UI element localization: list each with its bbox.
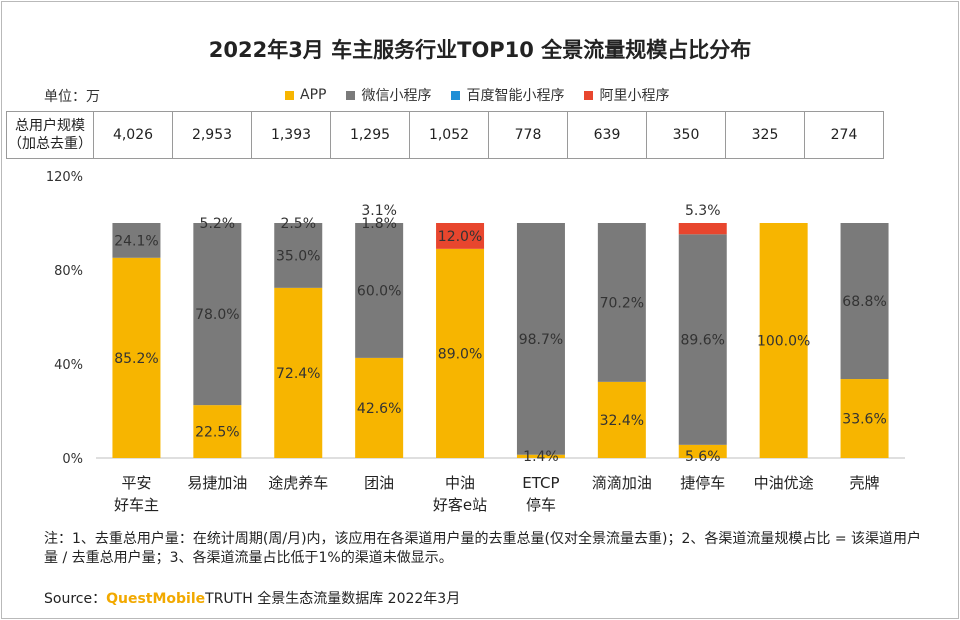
unit-label: 单位：万 xyxy=(44,89,100,105)
bar-segment xyxy=(193,405,242,458)
total-users-cell: 325 xyxy=(725,111,805,159)
y-tick-label: 80% xyxy=(54,264,83,279)
legend-label-baidu: 百度智能小程序 xyxy=(466,88,565,104)
data-label: 22.5% xyxy=(195,425,239,441)
legend-item-wechat: 微信小程序 xyxy=(346,85,431,105)
data-label: 5.3% xyxy=(685,203,721,219)
x-tick-label: 壳牌 xyxy=(850,474,880,492)
data-label: 3.1% xyxy=(361,203,397,219)
data-label: 68.8% xyxy=(842,294,886,310)
legend-label-wechat: 微信小程序 xyxy=(361,88,432,104)
bar-segment xyxy=(355,357,404,458)
legend-label-app: APP xyxy=(300,87,327,103)
x-tick-label: 中油优途 xyxy=(754,474,814,492)
x-tick-label: 好车主 xyxy=(114,496,159,514)
data-label: 85.2% xyxy=(114,351,158,367)
bar-segment xyxy=(274,223,323,288)
data-label: 60.0% xyxy=(357,283,401,299)
legend-swatch-app xyxy=(285,90,294,100)
total-users-cell: 2,953 xyxy=(172,111,252,159)
data-label: 89.0% xyxy=(438,346,482,362)
total-users-cell: 4,026 xyxy=(93,111,173,159)
bar-segment xyxy=(112,257,161,458)
source-rest: TRUTH 全景生态流量数据库 2022年3月 xyxy=(205,591,461,607)
data-label: 2.5% xyxy=(280,216,316,232)
x-tick-label: 团油 xyxy=(364,474,394,492)
x-tick-label: 途虎养车 xyxy=(268,474,328,492)
legend-item-baidu: 百度智能小程序 xyxy=(451,85,564,105)
legend-swatch-alipay xyxy=(584,90,594,100)
total-users-row: 总用户规模 （加总去重） 4,026 2,953 1,393 1,295 1,0… xyxy=(6,111,884,159)
bar-segment xyxy=(840,223,889,380)
total-users-cell: 778 xyxy=(488,111,568,159)
y-tick-label: 0% xyxy=(62,452,83,467)
legend-label-alipay: 阿里小程序 xyxy=(599,88,670,104)
data-label: 5.6% xyxy=(685,449,721,465)
data-label: 72.4% xyxy=(276,366,320,382)
total-users-header-line1: 总用户规模 xyxy=(15,118,85,134)
data-label: 78.0% xyxy=(195,307,239,323)
bar-segment xyxy=(597,223,646,382)
bar-segment xyxy=(436,223,485,249)
bar-segment xyxy=(678,223,727,235)
y-tick-label: 120% xyxy=(46,170,83,185)
bar-segment xyxy=(274,287,323,458)
bar-segment xyxy=(840,379,889,458)
total-users-cell: 1,295 xyxy=(330,111,410,159)
total-users-cell: 350 xyxy=(646,111,726,159)
chart-title: 2022年3月 车主服务行业TOP10 全景流量规模占比分布 xyxy=(208,38,752,62)
bar-segment xyxy=(355,223,404,358)
total-users-cell: 1,052 xyxy=(409,111,489,159)
bar-segment xyxy=(516,454,565,458)
data-label: 89.6% xyxy=(681,333,725,349)
data-label: 33.6% xyxy=(842,412,886,428)
data-label: 100.0% xyxy=(757,334,810,350)
legend-item-app: APP xyxy=(285,85,326,105)
bar-segment xyxy=(678,234,727,445)
data-label: 35.0% xyxy=(276,248,320,264)
x-tick-label: 好客e站 xyxy=(433,496,487,514)
source-line: Source：QuestMobileTRUTH 全景生态流量数据库 2022年3… xyxy=(44,588,460,608)
legend-item-alipay: 阿里小程序 xyxy=(584,85,669,105)
total-users-table: 总用户规模 （加总去重） 4,026 2,953 1,393 1,295 1,0… xyxy=(6,111,884,159)
y-tick-label: 40% xyxy=(54,358,83,373)
legend-swatch-baidu xyxy=(451,90,461,100)
total-users-cell: 1,393 xyxy=(251,111,331,159)
x-tick-label: 中油 xyxy=(445,474,475,492)
source-prefix: Source： xyxy=(44,591,107,607)
x-tick-label: 滴滴加油 xyxy=(592,474,652,492)
data-label: 70.2% xyxy=(600,295,644,311)
x-tick-label: 捷停车 xyxy=(680,474,725,492)
bar-segment xyxy=(436,248,485,458)
x-tick-label: 停车 xyxy=(526,496,556,514)
total-users-cell: 639 xyxy=(567,111,647,159)
data-label: 1.4% xyxy=(523,449,559,465)
bar-segment xyxy=(759,223,808,458)
total-users-cell: 274 xyxy=(804,111,884,159)
total-users-header: 总用户规模 （加总去重） xyxy=(6,111,94,159)
bar-segment xyxy=(112,223,161,258)
x-tick-label: ETCP xyxy=(522,474,559,492)
data-label: 24.1% xyxy=(114,233,158,249)
legend-swatch-wechat xyxy=(346,90,356,100)
data-label: 98.7% xyxy=(519,332,563,348)
bar-segment xyxy=(193,223,242,406)
bar-segment xyxy=(597,381,646,458)
x-tick-label: 易捷加油 xyxy=(187,474,247,492)
data-label: 5.2% xyxy=(200,216,236,232)
total-users-header-line2: （加总去重） xyxy=(8,136,92,152)
data-label: 1.8% xyxy=(361,216,397,232)
data-label: 32.4% xyxy=(600,413,644,429)
data-label: 12.0% xyxy=(438,229,482,245)
x-tick-label: 平安 xyxy=(121,474,151,492)
data-label: 42.6% xyxy=(357,401,401,417)
footnote: 注：1、去重总用户量：在统计周期(周/月)内，该应用在各渠道用户量的去重总量(仅… xyxy=(44,531,922,566)
bar-segment xyxy=(516,223,565,455)
source-brand: QuestMobile xyxy=(106,591,206,607)
legend: APP 微信小程序 百度智能小程序 阿里小程序 xyxy=(285,85,669,105)
bar-segment xyxy=(678,444,727,458)
